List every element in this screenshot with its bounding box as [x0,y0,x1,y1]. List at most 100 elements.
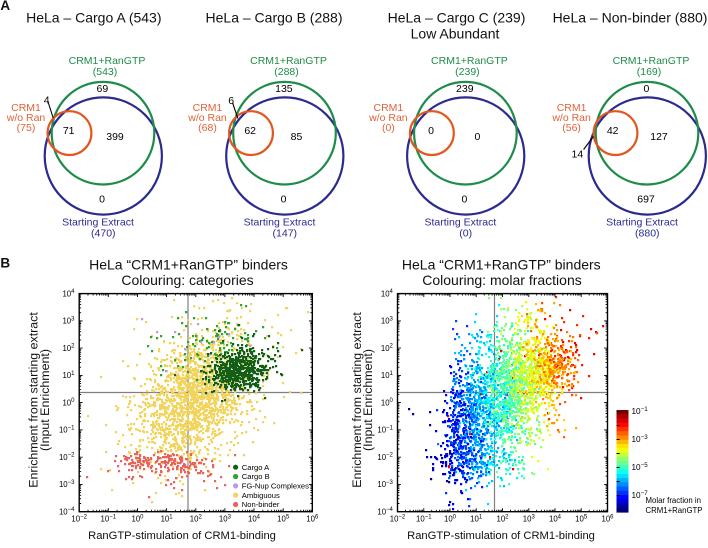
svg-text:Starting Extract: Starting Extract [244,217,316,229]
svg-text:102: 102 [190,514,203,523]
svg-text:102: 102 [496,514,509,523]
svg-text:135: 135 [275,83,293,95]
svg-text:CRM1+RanGTP: CRM1+RanGTP [250,55,327,67]
svg-text:10−5: 10−5 [632,462,649,472]
svg-text:(169): (169) [637,66,662,78]
svg-text:(Input Enrichment): (Input Enrichment) [38,349,52,451]
svg-text:HeLa – Non-binder (880): HeLa – Non-binder (880) [553,9,708,25]
svg-text:10−4: 10−4 [377,507,393,516]
svg-text:0: 0 [461,193,467,205]
svg-text:10−2: 10−2 [59,453,75,462]
svg-text:104: 104 [62,289,75,298]
svg-text:Cargo A: Cargo A [242,463,270,472]
svg-text:100: 100 [444,514,457,523]
svg-text:85: 85 [291,131,303,143]
svg-text:100: 100 [131,514,144,523]
svg-text:Ambiguous: Ambiguous [242,491,280,500]
svg-text:106: 106 [306,514,319,523]
svg-text:CRM1: CRM1 [557,102,587,114]
svg-text:CRM1+RanGTP: CRM1+RanGTP [431,55,508,67]
svg-text:0: 0 [281,193,287,205]
svg-text:Enrichment from starting extra: Enrichment from starting extract [27,312,41,488]
svg-text:HeLa – Cargo A (543): HeLa – Cargo A (543) [26,9,161,25]
svg-text:101: 101 [470,514,483,523]
svg-text:CRM1+RanGTP: CRM1+RanGTP [646,506,703,515]
svg-text:Starting Extract: Starting Extract [606,217,678,229]
svg-text:10−4: 10−4 [59,507,75,516]
svg-text:FG-Nup Complexes: FG-Nup Complexes [242,482,309,491]
svg-text:Enrichment from starting extra: Enrichment from starting extract [350,312,364,488]
svg-text:CRM1+RanGTP: CRM1+RanGTP [69,55,146,67]
svg-text:105: 105 [277,514,290,523]
svg-text:w/o Ran: w/o Ran [551,112,591,124]
svg-text:HeLa “CRM1+RanGTP” binders: HeLa “CRM1+RanGTP” binders [89,256,288,272]
svg-text:HeLa – Cargo B (288): HeLa – Cargo B (288) [206,9,343,25]
svg-text:(Input Enrichment): (Input Enrichment) [361,349,375,451]
svg-text:102: 102 [62,344,75,353]
svg-text:HeLa – Cargo C (239): HeLa – Cargo C (239) [388,9,526,25]
svg-text:42: 42 [607,125,619,137]
svg-text:101: 101 [62,371,75,380]
svg-text:10−1: 10−1 [632,406,649,416]
svg-text:10−2: 10−2 [377,453,393,462]
svg-text:RanGTP-stimulation of CRM1-bin: RanGTP-stimulation of CRM1-binding [88,530,276,542]
svg-text:0: 0 [643,83,649,95]
svg-text:w/o Ran: w/o Ran [368,112,408,124]
svg-text:(0): (0) [382,122,395,134]
svg-text:101: 101 [381,371,394,380]
svg-text:0: 0 [428,125,434,137]
svg-text:103: 103 [523,514,536,523]
svg-text:10−1: 10−1 [416,514,432,523]
svg-text:Molar fraction in: Molar fraction in [646,496,701,505]
svg-text:4: 4 [44,94,50,106]
svg-text:0: 0 [99,193,105,205]
svg-text:100: 100 [62,398,75,407]
svg-text:10−2: 10−2 [71,514,87,523]
svg-text:w/o Ran: w/o Ran [6,112,46,124]
svg-text:A: A [0,0,10,13]
svg-text:10−3: 10−3 [632,434,649,444]
svg-text:Low Abundant: Low Abundant [411,26,500,42]
svg-text:(75): (75) [17,122,36,134]
svg-text:399: 399 [106,131,124,143]
svg-text:10−3: 10−3 [377,480,393,489]
svg-text:(880): (880) [635,227,660,239]
svg-text:10−3: 10−3 [59,480,75,489]
svg-text:CRM1: CRM1 [11,102,41,114]
svg-text:104: 104 [381,289,394,298]
svg-text:697: 697 [637,193,655,205]
svg-text:Non-binder: Non-binder [242,500,280,509]
svg-text:(543): (543) [93,66,118,78]
svg-text:(147): (147) [273,227,298,239]
svg-text:105: 105 [575,514,588,523]
svg-text:104: 104 [549,514,562,523]
svg-text:239: 239 [456,83,474,95]
svg-text:10−1: 10−1 [377,425,393,434]
svg-text:104: 104 [248,514,261,523]
svg-text:CRM1+RanGTP: CRM1+RanGTP [613,55,690,67]
svg-text:Cargo B: Cargo B [242,472,270,481]
svg-text:0: 0 [474,131,480,143]
svg-text:71: 71 [63,125,75,137]
svg-text:10−1: 10−1 [101,514,117,523]
svg-text:CRM1: CRM1 [193,102,223,114]
svg-text:10−1: 10−1 [59,425,75,434]
svg-text:Colouring: molar fractions: Colouring: molar fractions [422,272,582,288]
svg-text:103: 103 [219,514,232,523]
svg-text:127: 127 [650,131,668,143]
svg-text:B: B [0,255,10,270]
svg-text:(470): (470) [91,227,116,239]
svg-text:6: 6 [228,95,234,107]
svg-text:Starting Extract: Starting Extract [62,217,134,229]
svg-text:10−2: 10−2 [390,514,406,523]
svg-text:HeLa “CRM1+RanGTP” binders: HeLa “CRM1+RanGTP” binders [402,256,601,272]
svg-text:Starting Extract: Starting Extract [425,217,497,229]
svg-text:CRM1: CRM1 [374,102,404,114]
svg-text:14: 14 [572,148,584,160]
svg-text:(0): (0) [459,227,472,239]
svg-text:69: 69 [97,83,109,95]
svg-text:101: 101 [161,514,174,523]
svg-text:(56): (56) [562,122,581,134]
svg-text:100: 100 [381,398,394,407]
svg-text:(288): (288) [274,66,299,78]
